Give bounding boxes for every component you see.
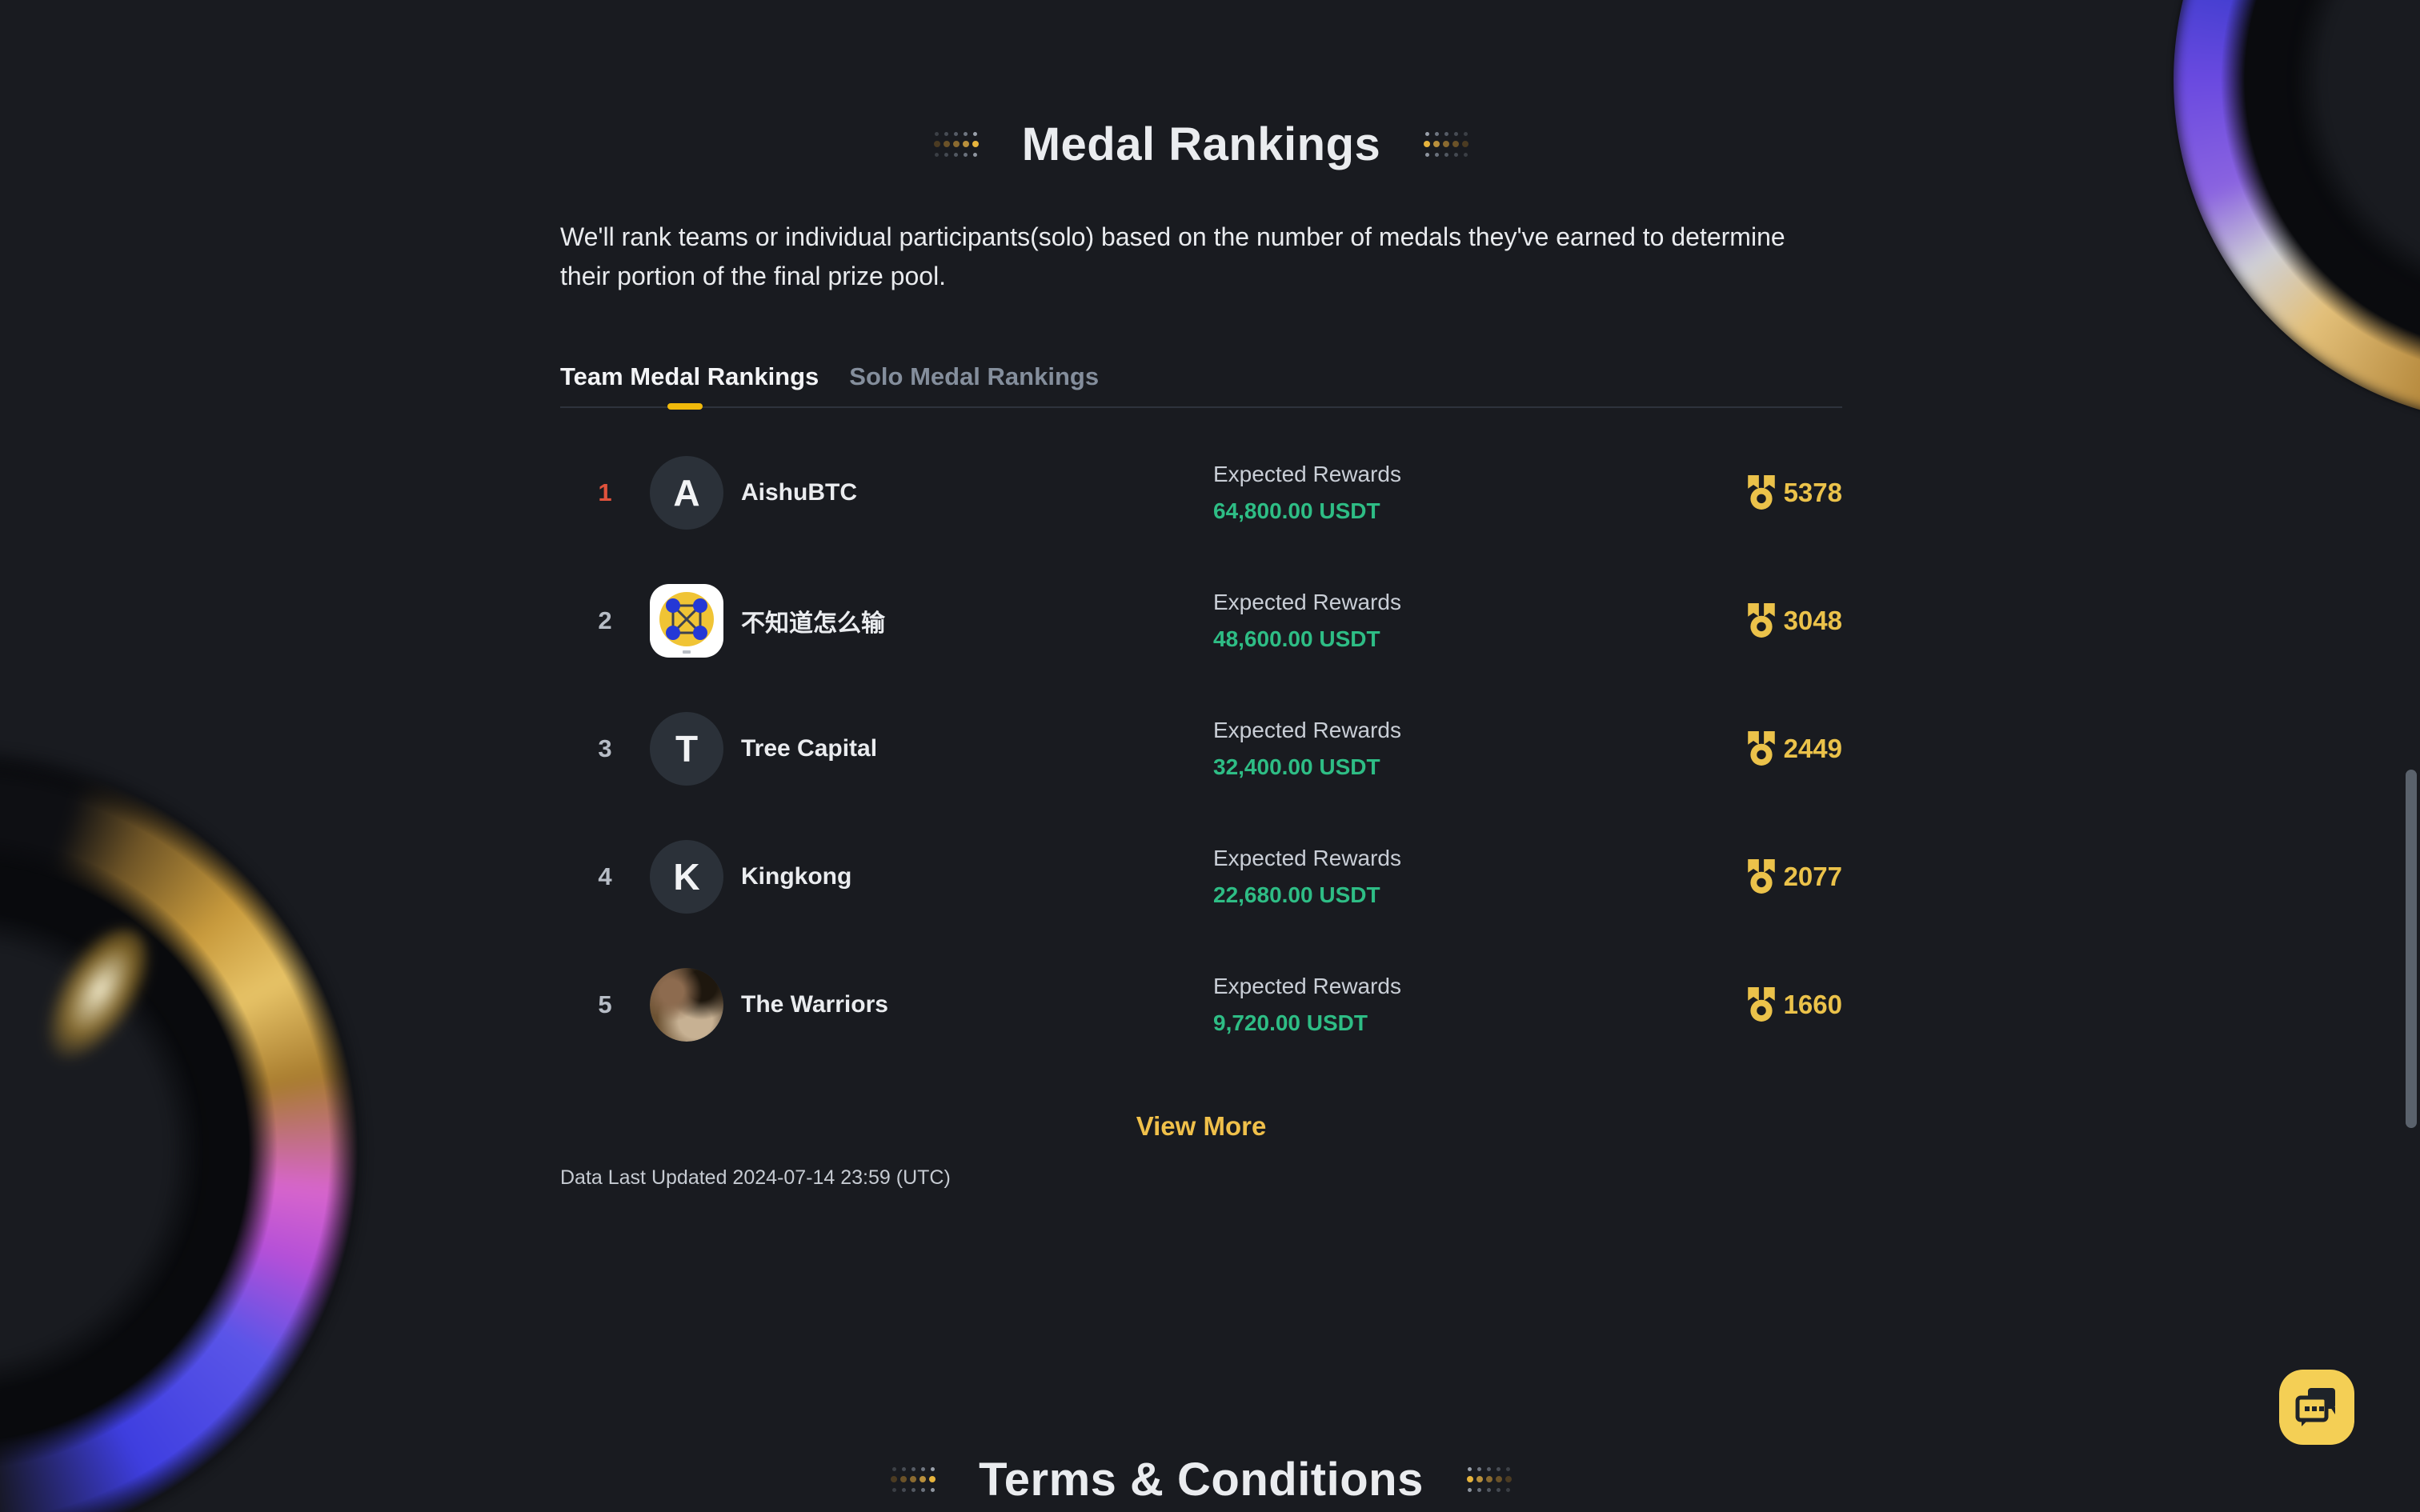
ranking-row: 1 A bbox=[560, 429, 1842, 557]
expected-rewards-block: Expected Rewards 32,400.00 USDT bbox=[1213, 717, 1401, 781]
rank-number: 5 bbox=[598, 990, 612, 1018]
network-graphic-icon bbox=[650, 584, 723, 658]
ranking-row: 2 bbox=[560, 557, 1842, 685]
medal-count-group: 2077 bbox=[1747, 859, 1842, 894]
ranking-row: 4 K bbox=[560, 813, 1842, 941]
view-more-button[interactable]: View More bbox=[1136, 1111, 1267, 1141]
dots-decoration-right bbox=[1466, 1466, 1512, 1494]
dots-decoration-right bbox=[1424, 130, 1469, 158]
expected-rewards-label: Expected Rewards bbox=[1213, 974, 1402, 998]
medal-count: 2077 bbox=[1783, 862, 1842, 891]
medal-count: 2449 bbox=[1783, 734, 1842, 763]
rank-number: 4 bbox=[598, 862, 612, 890]
rank-number: 2 bbox=[598, 606, 612, 634]
team-avatar: T bbox=[650, 712, 723, 786]
expected-rewards-value: 48,600.00 USDT bbox=[1213, 626, 1380, 651]
avatar-letter: K bbox=[673, 856, 700, 898]
chat-bubbles-icon bbox=[2295, 1388, 2335, 1426]
chat-support-button[interactable] bbox=[2279, 1370, 2354, 1445]
team-name: The Warriors bbox=[741, 991, 888, 1018]
expected-rewards-label: Expected Rewards bbox=[1213, 590, 1402, 614]
avatar-photo bbox=[650, 968, 723, 1042]
medal-count-group: 2449 bbox=[1747, 731, 1842, 766]
medal-rankings-heading: Medal Rankings bbox=[560, 112, 1842, 176]
expected-rewards-block: Expected Rewards 9,720.00 USDT bbox=[1213, 973, 1401, 1037]
medal-icon bbox=[1747, 731, 1775, 766]
expected-rewards-value: 9,720.00 USDT bbox=[1213, 1010, 1368, 1035]
medal-count-group: 5378 bbox=[1747, 475, 1842, 510]
team-avatar: A bbox=[650, 456, 723, 530]
medal-count: 5378 bbox=[1783, 478, 1842, 507]
rank-number: 1 bbox=[598, 478, 612, 506]
medal-icon bbox=[1747, 859, 1775, 894]
expected-rewards-block: Expected Rewards 22,680.00 USDT bbox=[1213, 845, 1401, 909]
dots-decoration-left bbox=[891, 1466, 936, 1494]
scrollbar-thumb[interactable] bbox=[2406, 770, 2417, 1128]
medal-icon bbox=[1747, 987, 1775, 1022]
ranking-list: 1 A bbox=[560, 429, 1842, 1069]
ranking-row: 3 T bbox=[560, 685, 1842, 813]
team-name: 不知道怎么输 bbox=[741, 610, 885, 637]
expected-rewards-label: Expected Rewards bbox=[1213, 718, 1402, 742]
medal-count: 3048 bbox=[1783, 606, 1842, 635]
page-title: Medal Rankings bbox=[1021, 118, 1381, 170]
dots-decoration-left bbox=[933, 130, 979, 158]
last-updated-text: Data Last Updated 2024-07-14 23:59 (UTC) bbox=[560, 1166, 951, 1189]
expected-rewards-value: 22,680.00 USDT bbox=[1213, 882, 1380, 907]
team-avatar: K bbox=[650, 840, 723, 914]
ranking-row: 5 bbox=[560, 941, 1842, 1069]
medal-count: 1660 bbox=[1783, 990, 1842, 1019]
right-glass-swirl-inner-ring bbox=[2174, 0, 2420, 424]
team-avatar bbox=[650, 968, 723, 1042]
section-description: We'll rank teams or individual participa… bbox=[560, 222, 1785, 290]
medal-icon bbox=[1747, 603, 1775, 638]
main-content: Medal Rankings We'll rank teams or indiv… bbox=[560, 0, 1842, 1511]
terms-conditions-heading: Terms & Conditions bbox=[560, 1447, 1842, 1511]
expected-rewards-block: Expected Rewards 64,800.00 USDT bbox=[1213, 461, 1401, 525]
expected-rewards-label: Expected Rewards bbox=[1213, 846, 1402, 870]
terms-title: Terms & Conditions bbox=[979, 1453, 1424, 1506]
tab-solo-medal-rankings[interactable]: Solo Medal Rankings bbox=[849, 362, 1100, 390]
avatar-letter: T bbox=[675, 728, 699, 770]
rankings-tabs: Team Medal Rankings Solo Medal Rankings bbox=[560, 362, 1842, 410]
medal-count-group: 3048 bbox=[1747, 603, 1842, 638]
expected-rewards-block: Expected Rewards 48,600.00 USDT bbox=[1213, 589, 1401, 653]
team-name: Tree Capital bbox=[741, 735, 878, 762]
active-tab-indicator bbox=[667, 403, 703, 410]
expected-rewards-value: 32,400.00 USDT bbox=[1213, 754, 1380, 779]
avatar-letter: A bbox=[673, 472, 700, 514]
expected-rewards-value: 64,800.00 USDT bbox=[1213, 498, 1380, 523]
team-name: AishuBTC bbox=[741, 479, 857, 506]
expected-rewards-label: Expected Rewards bbox=[1213, 462, 1402, 486]
team-name: Kingkong bbox=[741, 863, 852, 890]
left-glass-swirl-rim bbox=[0, 744, 368, 1512]
medal-count-group: 1660 bbox=[1747, 987, 1842, 1022]
rank-number: 3 bbox=[598, 734, 612, 762]
tab-team-medal-rankings[interactable]: Team Medal Rankings bbox=[560, 362, 819, 390]
team-avatar bbox=[650, 584, 723, 658]
medal-icon bbox=[1747, 475, 1775, 510]
